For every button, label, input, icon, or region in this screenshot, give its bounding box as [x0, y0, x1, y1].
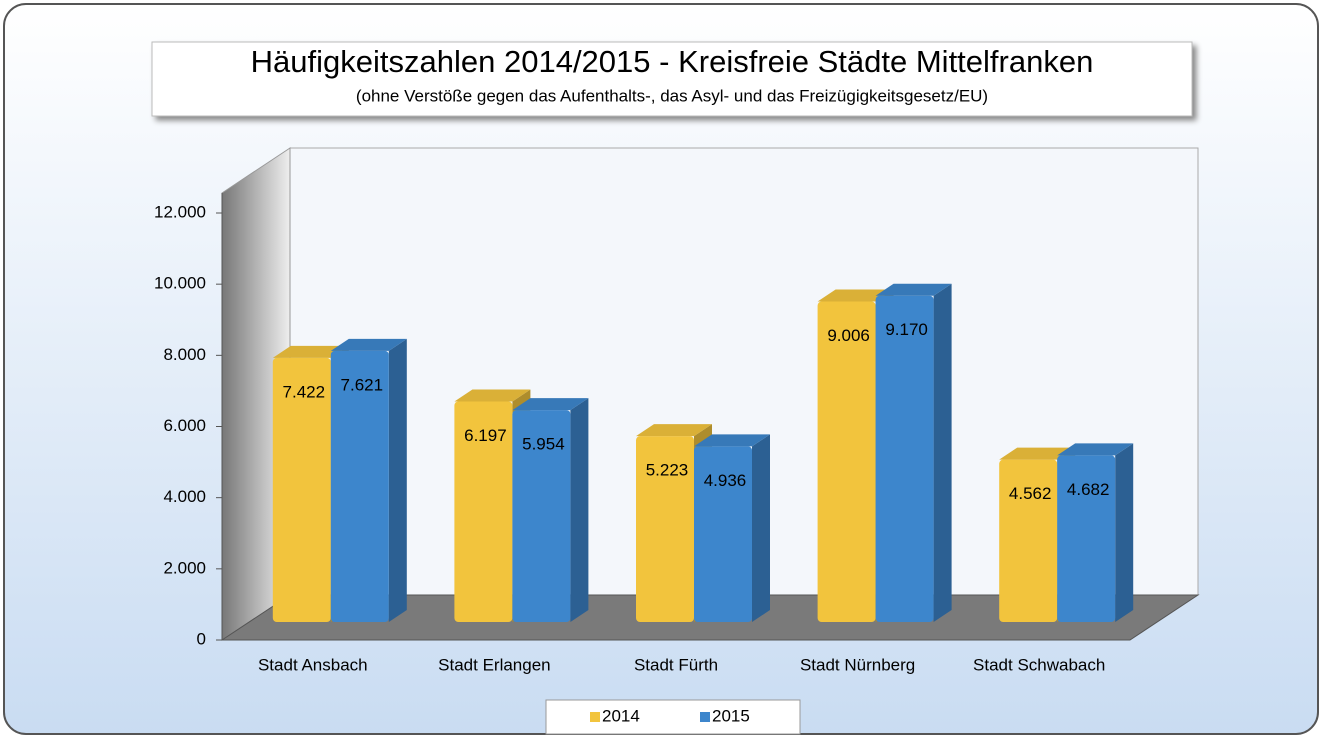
bar-front [636, 436, 694, 622]
bar-front [512, 410, 571, 622]
y-tick-label: 0 [197, 629, 206, 648]
bar-top [636, 424, 712, 437]
y-tick-label: 12.000 [154, 202, 206, 221]
bar-top [1057, 443, 1134, 456]
bar-front [272, 357, 331, 622]
legend-swatch [590, 712, 600, 722]
bar-front [330, 350, 389, 622]
x-tick-label: Stadt Ansbach [258, 655, 368, 674]
bar-top [817, 289, 894, 302]
bar-top [694, 434, 770, 447]
bar-front [817, 301, 876, 622]
bar-front [1057, 455, 1116, 622]
legend-label: 2015 [712, 706, 750, 725]
y-tick-label: 6.000 [163, 416, 206, 435]
value-label: 7.422 [283, 382, 326, 401]
bar [512, 398, 589, 622]
bar-side [752, 434, 770, 622]
x-tick-label: Stadt Erlangen [438, 655, 550, 674]
y-tick-label: 4.000 [163, 487, 206, 506]
bar-front [999, 459, 1058, 622]
y-tick-label: 2.000 [163, 558, 206, 577]
bar [875, 283, 952, 622]
bar-front [454, 401, 513, 622]
bar-top [272, 345, 349, 358]
bar-top [512, 398, 589, 411]
legend-label: 2014 [602, 706, 640, 725]
value-label: 4.562 [1009, 484, 1052, 503]
chart-subtitle: (ohne Verstöße gegen das Aufenthalts-, d… [356, 86, 988, 105]
y-tick-label: 10.000 [154, 274, 206, 293]
x-tick-label: Stadt Fürth [634, 655, 718, 674]
value-label: 5.223 [646, 461, 689, 480]
bar-front [875, 295, 934, 622]
bar-side [570, 398, 589, 622]
bar-front [694, 446, 752, 622]
bar-top [330, 338, 407, 351]
bar [694, 434, 770, 622]
bar-side [1115, 443, 1134, 622]
bar-top [454, 389, 531, 402]
x-tick-label: Stadt Nürnberg [800, 655, 915, 674]
legend [545, 699, 801, 735]
value-label: 5.954 [522, 435, 565, 454]
legend-swatch [700, 712, 710, 722]
y-tick-label: 8.000 [163, 345, 206, 364]
value-label: 7.621 [341, 375, 384, 394]
bar-side [388, 338, 407, 622]
chart-title: Häufigkeitszahlen 2014/2015 - Kreisfreie… [251, 44, 1094, 79]
value-label: 6.197 [464, 426, 507, 445]
bar [330, 338, 407, 622]
bar-top [999, 447, 1076, 460]
x-tick-label: Stadt Schwabach [973, 655, 1105, 674]
value-label: 9.170 [885, 320, 928, 339]
value-label: 4.682 [1067, 480, 1110, 499]
value-label: 4.936 [704, 471, 747, 490]
bar-side [933, 283, 952, 622]
value-label: 9.006 [827, 326, 870, 345]
title-box [151, 41, 1193, 117]
bar-top [875, 283, 952, 296]
bar [1057, 443, 1134, 622]
